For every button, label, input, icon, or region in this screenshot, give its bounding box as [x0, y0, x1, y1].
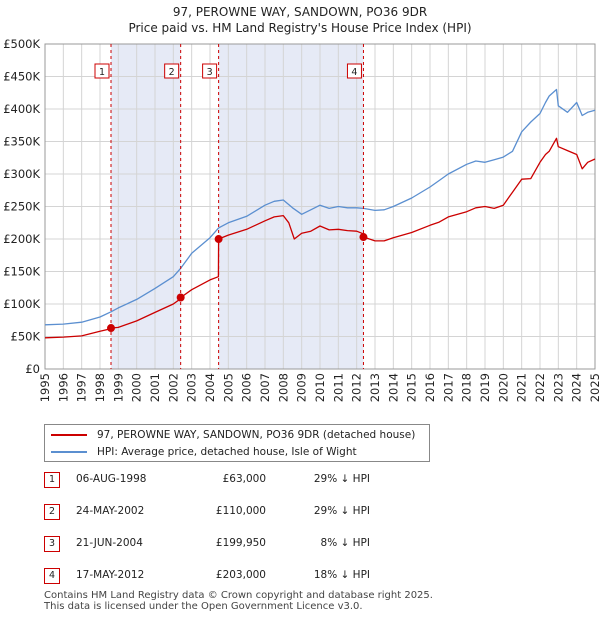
y-tick-label: £50K — [11, 330, 41, 344]
y-tick-label: £450K — [3, 70, 40, 84]
x-tick-label: 1999 — [111, 373, 125, 402]
x-tick-label: 2023 — [551, 373, 565, 402]
y-tick-label: £200K — [3, 232, 40, 246]
sale-label-box — [164, 63, 180, 79]
sale-number-badge: 1 — [44, 472, 60, 488]
sale-hpi-diff: 29% ↓ HPI — [313, 473, 370, 485]
sale-number-badge: 2 — [44, 504, 60, 520]
property-price-line — [44, 137, 596, 339]
plot-frame — [44, 43, 596, 370]
sale-label-text: 3 — [207, 67, 213, 78]
table-row: 4 17-MAY-2012 £203,000 18% ↓ HPI — [0, 568, 600, 588]
x-tick-label: 2017 — [441, 373, 455, 402]
x-tick-label: 2024 — [570, 373, 584, 402]
y-tick-label: £100K — [3, 297, 40, 311]
y-tick-label: £300K — [3, 167, 40, 181]
footer-copyright: Contains HM Land Registry data © Crown c… — [44, 590, 433, 601]
x-tick-label: 1996 — [56, 373, 70, 402]
x-tick-label: 2018 — [460, 373, 474, 402]
sale-label-box — [202, 63, 218, 79]
sale-label-box — [94, 63, 110, 79]
x-tick-label: 2002 — [166, 373, 180, 402]
sale-label-text: 2 — [169, 67, 175, 78]
sale-price: £199,950 — [215, 537, 266, 549]
sale-point — [359, 233, 368, 242]
sale-hpi-diff: 8% ↓ HPI — [320, 537, 370, 549]
sale-date: 06-AUG-1998 — [76, 473, 147, 485]
x-tick-label: 2000 — [130, 373, 144, 402]
series-lines — [44, 88, 596, 339]
chart-subtitle: Price paid vs. HM Land Registry's House … — [128, 21, 472, 35]
x-tick-label: 2012 — [350, 373, 364, 402]
x-tick-label: 2007 — [258, 373, 272, 402]
x-tick-label: 2001 — [148, 373, 162, 402]
sale-hpi-diff: 18% ↓ HPI — [313, 569, 370, 581]
legend-item-hpi: HPI: Average price, detached house, Isle… — [51, 444, 357, 460]
gridlines — [44, 43, 596, 370]
x-tick-label: 2016 — [423, 373, 437, 402]
legend-item-property: 97, PEROWNE WAY, SANDOWN, PO36 9DR (deta… — [51, 427, 415, 443]
x-tick-label: 2003 — [185, 373, 199, 402]
x-tick-label: 2021 — [515, 373, 529, 402]
x-tick-label: 2004 — [203, 373, 217, 402]
y-tick-label: £500K — [3, 37, 40, 51]
x-tick-label: 2025 — [588, 373, 600, 402]
legend: 97, PEROWNE WAY, SANDOWN, PO36 9DR (deta… — [44, 424, 430, 462]
sale-label-text: 1 — [99, 67, 105, 78]
y-tick-label: £400K — [3, 102, 40, 116]
y-tick-label: £0 — [25, 362, 40, 376]
x-tick-label: 2019 — [478, 373, 492, 402]
sale-price: £63,000 — [222, 473, 266, 485]
x-tick-label: 2015 — [405, 373, 419, 402]
x-tick-label: 2009 — [295, 373, 309, 402]
sale-date: 24-MAY-2002 — [76, 505, 145, 517]
sale-point — [107, 324, 115, 333]
sale-number-badge: 4 — [44, 568, 60, 584]
y-tick-label: £250K — [3, 200, 40, 214]
x-tick-label: 1995 — [38, 373, 52, 402]
sale-label-text: 4 — [351, 67, 357, 78]
sale-label-box — [346, 63, 362, 79]
y-tick-label: £350K — [3, 135, 40, 149]
legend-label-property: 97, PEROWNE WAY, SANDOWN, PO36 9DR (deta… — [97, 429, 416, 441]
x-tick-label: 2008 — [276, 373, 290, 402]
price-chart: 1 2 3 4 £0 £50K £100K £150K £200K £250K £300K £350… — [3, 37, 600, 402]
sale-number-badge: 3 — [44, 536, 60, 552]
table-row: 3 21-JUN-2004 £199,950 8% ↓ HPI — [0, 536, 600, 556]
x-tick-label: 2011 — [331, 373, 345, 402]
y-axis-ticks: £0 £50K £100K £150K £200K £250K £300K £350K £400… — [3, 37, 40, 376]
x-tick-label: 2006 — [240, 373, 254, 402]
x-tick-label: 2005 — [221, 373, 235, 402]
legend-swatch-hpi — [51, 451, 87, 453]
sale-date: 21-JUN-2004 — [76, 537, 143, 549]
footer-licence: This data is licensed under the Open Gov… — [44, 601, 363, 612]
legend-swatch-property — [51, 434, 87, 436]
x-axis-ticks: 1995 1996 1997 1998 1999 2000 2001 2002 2003 2004… — [38, 373, 600, 402]
y-tick-label: £150K — [3, 265, 40, 279]
x-tick-label: 2014 — [386, 373, 400, 402]
sale-hpi-diff: 29% ↓ HPI — [313, 505, 370, 517]
sale-date: 17-MAY-2012 — [76, 569, 145, 581]
sale-point — [214, 235, 223, 244]
x-tick-label: 2022 — [533, 373, 547, 402]
x-tick-label: 1997 — [75, 373, 89, 402]
x-tick-label: 1998 — [93, 373, 107, 402]
x-tick-label: 2010 — [313, 373, 327, 402]
hpi-line — [44, 88, 596, 326]
sale-price: £203,000 — [215, 569, 266, 581]
sale-price: £110,000 — [215, 505, 266, 517]
x-tick-label: 2020 — [496, 373, 510, 402]
table-row: 2 24-MAY-2002 £110,000 29% ↓ HPI — [0, 504, 600, 524]
sale-point — [176, 293, 185, 302]
sale-markers: 1 2 3 4 — [94, 44, 368, 369]
legend-label-hpi: HPI: Average price, detached house, Isle… — [97, 446, 357, 458]
table-row: 1 06-AUG-1998 £63,000 29% ↓ HPI — [0, 472, 600, 492]
x-tick-label: 2013 — [368, 373, 382, 402]
chart-title: 97, PEROWNE WAY, SANDOWN, PO36 9DR — [172, 5, 428, 19]
